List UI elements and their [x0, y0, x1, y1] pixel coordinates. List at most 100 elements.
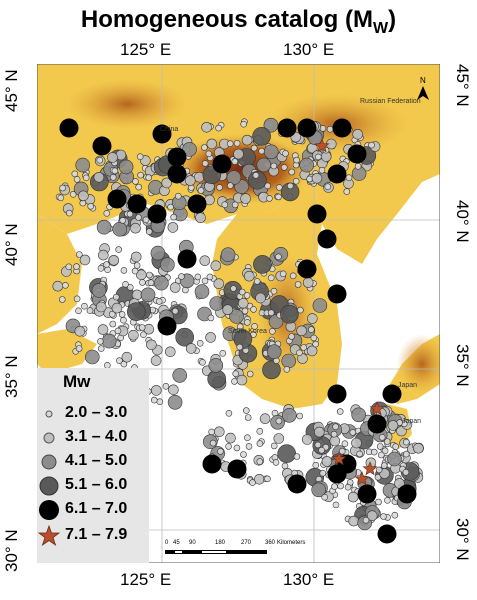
legend-label-4: 5.1 – 6.0	[65, 476, 128, 493]
event-marker	[378, 433, 386, 441]
event-marker-large	[357, 484, 377, 504]
event-marker	[195, 212, 206, 223]
lon-tick-bottom-125: 125° E	[120, 570, 172, 589]
event-marker	[269, 327, 276, 335]
event-marker	[383, 438, 391, 445]
legend-label-5: 6.1 – 7.0	[65, 500, 128, 517]
event-marker-large	[212, 154, 232, 174]
event-marker-large	[59, 118, 79, 138]
event-marker	[196, 339, 204, 347]
event-marker	[258, 147, 265, 155]
magnitude-legend: Mw 2.0 – 3.0 3.1 – 4.0 4.1 – 5.0 5.1 – 6…	[37, 368, 149, 563]
event-marker	[302, 277, 314, 288]
event-marker-large	[327, 384, 347, 404]
event-marker	[139, 279, 146, 286]
event-marker	[331, 483, 338, 490]
event-marker	[380, 462, 388, 469]
event-marker-large	[147, 204, 167, 224]
mountain-shading-5	[397, 334, 440, 394]
event-marker-star	[362, 461, 378, 476]
event-marker	[209, 439, 217, 447]
event-marker	[375, 498, 382, 506]
event-marker	[311, 173, 323, 184]
event-marker	[225, 409, 233, 417]
event-marker	[380, 513, 387, 520]
event-marker	[292, 177, 300, 185]
event-marker	[347, 491, 359, 503]
seismicity-map: N	[37, 64, 440, 563]
event-marker	[136, 153, 144, 160]
event-marker	[116, 357, 123, 365]
event-marker	[402, 438, 410, 446]
event-marker	[311, 482, 327, 498]
label-south-korea: South Korea	[228, 328, 267, 335]
event-marker	[391, 511, 399, 519]
event-marker	[330, 430, 338, 438]
event-marker	[332, 423, 339, 431]
event-marker	[75, 307, 82, 315]
event-marker	[145, 228, 153, 235]
legend-label-1: 2.0 – 3.0	[65, 404, 128, 421]
event-marker	[253, 255, 272, 274]
event-marker	[220, 247, 236, 262]
event-marker	[205, 332, 216, 343]
event-marker	[73, 263, 80, 270]
event-marker	[293, 453, 301, 460]
legend-label-6: 7.1 – 7.9	[65, 526, 128, 543]
event-marker	[245, 443, 253, 450]
event-marker	[377, 451, 385, 459]
event-marker-large	[377, 524, 397, 544]
event-marker-large	[277, 118, 297, 138]
legend-symbol-6	[37, 524, 61, 547]
event-marker	[135, 183, 142, 191]
event-marker	[120, 267, 128, 274]
event-marker	[301, 434, 313, 445]
event-marker	[240, 120, 247, 128]
event-marker	[256, 427, 264, 435]
event-marker	[107, 152, 118, 163]
event-marker	[321, 493, 329, 501]
event-marker	[219, 349, 227, 357]
event-marker	[352, 129, 364, 140]
event-marker	[300, 344, 308, 351]
scale-unit: Kilometers	[277, 540, 306, 546]
event-marker	[351, 437, 362, 449]
event-marker	[86, 307, 94, 314]
event-marker-large	[157, 316, 177, 336]
legend-title: Mw	[63, 372, 91, 391]
event-marker	[142, 216, 150, 224]
event-marker	[71, 170, 79, 178]
label-japan-2: Japan	[402, 418, 422, 425]
event-marker	[145, 174, 152, 181]
scale-num-270: 270	[241, 540, 252, 546]
event-marker	[402, 468, 410, 476]
event-marker	[118, 311, 126, 318]
event-marker	[231, 201, 239, 209]
legend-item-2: 3.1 – 4.0	[37, 426, 149, 450]
event-marker	[227, 182, 234, 189]
event-marker	[215, 124, 222, 132]
lat-tick-right-35: 35° N	[453, 344, 472, 387]
event-marker	[82, 174, 90, 182]
event-marker-large	[167, 147, 187, 167]
event-marker	[154, 275, 169, 291]
event-marker	[283, 365, 291, 373]
event-marker	[232, 370, 239, 378]
event-marker	[270, 162, 278, 170]
event-marker	[366, 510, 378, 522]
event-marker	[147, 279, 155, 286]
event-marker	[172, 368, 187, 383]
event-marker	[210, 260, 222, 271]
event-marker	[255, 292, 266, 304]
event-marker	[221, 201, 229, 208]
event-marker	[199, 358, 206, 366]
event-marker	[128, 329, 139, 341]
event-marker	[78, 190, 89, 202]
event-marker	[115, 246, 122, 253]
event-marker	[236, 374, 248, 386]
event-marker	[231, 378, 238, 385]
event-marker	[332, 501, 340, 509]
event-marker	[299, 157, 315, 173]
event-marker	[206, 138, 218, 150]
earthquake-events	[52, 117, 425, 544]
